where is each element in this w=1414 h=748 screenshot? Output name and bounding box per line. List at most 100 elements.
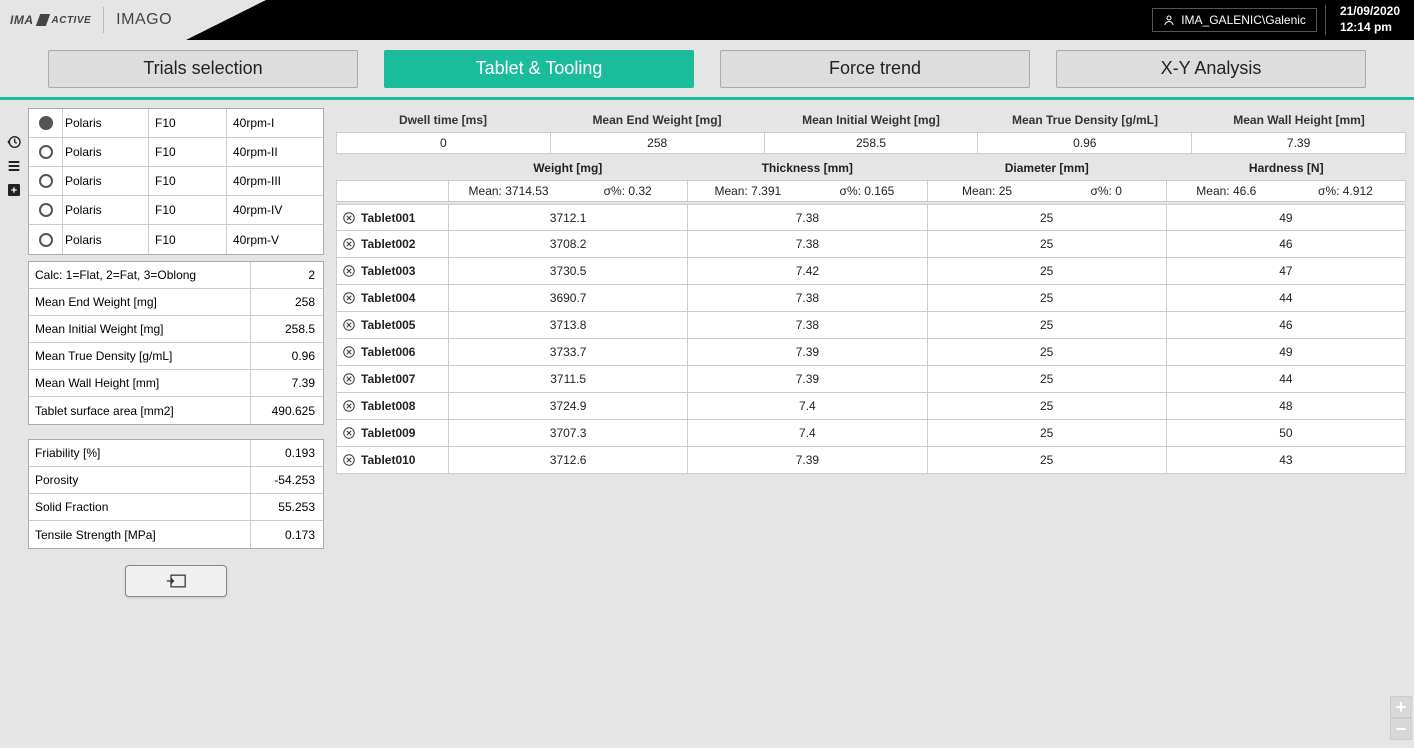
header-date: 21/09/2020 <box>1340 4 1400 20</box>
trial-radio[interactable] <box>29 109 63 137</box>
tablet-hardness: 48 <box>1167 393 1405 419</box>
brand-text: IMA <box>10 13 34 27</box>
trial-row[interactable]: Polaris F10 40rpm-II <box>29 138 323 167</box>
export-icon <box>166 573 186 589</box>
property-label: Porosity <box>29 467 251 493</box>
user-label: IMA_GALENIC\Galenic <box>1181 13 1306 27</box>
brand-mark: IMA ACTIVE <box>10 13 91 27</box>
tablet-name: Tablet005 <box>361 318 415 332</box>
tablet-name: Tablet009 <box>361 426 415 440</box>
tablet-thickness: 7.4 <box>688 393 927 419</box>
trial-name: Polaris <box>63 109 149 137</box>
tablet-name-cell: Tablet004 <box>337 285 449 311</box>
property-label: Mean True Density [g/mL] <box>29 343 251 369</box>
tablet-name-cell: Tablet003 <box>337 258 449 284</box>
remove-row-icon[interactable] <box>343 346 355 358</box>
property-row: Mean True Density [g/mL]0.96 <box>29 343 323 370</box>
tablet-thickness: 7.39 <box>688 366 927 392</box>
remove-row-icon[interactable] <box>343 212 355 224</box>
trial-row[interactable]: Polaris F10 40rpm-IV <box>29 196 323 225</box>
tablet-thickness: 7.38 <box>688 231 927 257</box>
summary-header: Dwell time [ms] <box>336 113 550 127</box>
brand-divider <box>103 7 104 33</box>
tablet-hardness: 43 <box>1167 447 1405 473</box>
trial-list: Polaris F10 40rpm-I Polaris F10 40rpm-II… <box>28 108 324 255</box>
remove-row-icon[interactable] <box>343 292 355 304</box>
tablet-row[interactable]: Tablet0033730.57.422547 <box>336 258 1406 285</box>
remove-row-icon[interactable] <box>343 400 355 412</box>
tablet-weight: 3733.7 <box>449 339 688 365</box>
trial-row[interactable]: Polaris F10 40rpm-I <box>29 109 323 138</box>
trial-row[interactable]: Polaris F10 40rpm-III <box>29 167 323 196</box>
trial-formula: F10 <box>149 196 227 224</box>
list-icon[interactable] <box>6 158 22 174</box>
trial-radio[interactable] <box>29 138 63 166</box>
trial-name: Polaris <box>63 225 149 254</box>
summary-value: 0 <box>337 133 551 153</box>
metric-header: Thickness [mm] <box>688 161 928 175</box>
tablet-row[interactable]: Tablet0063733.77.392549 <box>336 339 1406 366</box>
namecol-spacer <box>337 181 449 201</box>
tab-force-trend[interactable]: Force trend <box>720 50 1030 88</box>
remove-row-icon[interactable] <box>343 373 355 385</box>
export-button[interactable] <box>125 565 227 597</box>
remove-row-icon[interactable] <box>343 427 355 439</box>
remove-row-icon[interactable] <box>343 265 355 277</box>
remove-row-icon[interactable] <box>343 454 355 466</box>
summary-value: 0.96 <box>978 133 1192 153</box>
tablet-row[interactable]: Tablet0093707.37.42550 <box>336 420 1406 447</box>
tablet-row[interactable]: Tablet0083724.97.42548 <box>336 393 1406 420</box>
tablet-weight: 3713.8 <box>449 312 688 338</box>
tablet-row[interactable]: Tablet0103712.67.392543 <box>336 447 1406 474</box>
summary-value: 258 <box>551 133 765 153</box>
tablet-thickness: 7.42 <box>688 258 927 284</box>
summary-value: 258.5 <box>765 133 979 153</box>
history-icon[interactable] <box>6 134 22 150</box>
tablet-thickness: 7.38 <box>688 285 927 311</box>
tablet-name-cell: Tablet001 <box>337 205 449 230</box>
remove-row-icon[interactable] <box>343 238 355 250</box>
user-account-button[interactable]: IMA_GALENIC\Galenic <box>1152 8 1317 32</box>
tablet-row[interactable]: Tablet0053713.87.382546 <box>336 312 1406 339</box>
tablet-hardness: 46 <box>1167 312 1405 338</box>
summary-header: Mean True Density [g/mL] <box>978 113 1192 127</box>
property-value: 258.5 <box>251 322 323 336</box>
property-row: Solid Fraction55.253 <box>29 494 323 521</box>
tablet-row[interactable]: Tablet0073711.57.392544 <box>336 366 1406 393</box>
property-value: 490.625 <box>251 404 323 418</box>
tablet-weight: 3712.6 <box>449 447 688 473</box>
remove-row-icon[interactable] <box>343 319 355 331</box>
trial-formula: F10 <box>149 167 227 195</box>
trial-radio[interactable] <box>29 225 63 254</box>
zoom-in-button[interactable]: + <box>1390 696 1412 718</box>
tab-xy-analysis[interactable]: X-Y Analysis <box>1056 50 1366 88</box>
tablet-thickness: 7.4 <box>688 420 927 446</box>
tablet-hardness: 49 <box>1167 339 1405 365</box>
property-row: Friability [%]0.193 <box>29 440 323 467</box>
tablet-name: Tablet002 <box>361 237 415 251</box>
trial-radio[interactable] <box>29 167 63 195</box>
tab-trials-selection[interactable]: Trials selection <box>48 50 358 88</box>
tablet-row[interactable]: Tablet0023708.27.382546 <box>336 231 1406 258</box>
trial-row[interactable]: Polaris F10 40rpm-V <box>29 225 323 254</box>
tablet-row[interactable]: Tablet0013712.17.382549 <box>336 204 1406 231</box>
trial-name: Polaris <box>63 138 149 166</box>
metric-stat: Mean: 25 σ%: 0 <box>928 181 1167 201</box>
trial-run: 40rpm-III <box>227 174 323 188</box>
tablet-weight: 3707.3 <box>449 420 688 446</box>
property-row: Calc: 1=Flat, 2=Fat, 3=Oblong2 <box>29 262 323 289</box>
property-label: Friability [%] <box>29 440 251 466</box>
summary-header: Mean Initial Weight [mg] <box>764 113 978 127</box>
tablet-name-cell: Tablet005 <box>337 312 449 338</box>
zoom-out-button[interactable]: − <box>1390 718 1412 740</box>
add-panel-icon[interactable] <box>6 182 22 198</box>
tablet-hardness: 47 <box>1167 258 1405 284</box>
tab-tablet-tooling[interactable]: Tablet & Tooling <box>384 50 694 88</box>
metric-stats-row: Mean: 3714.53 σ%: 0.32 Mean: 7.391 σ%: 0… <box>336 180 1406 202</box>
metric-sigma: σ%: 0.32 <box>568 181 687 201</box>
tablet-row[interactable]: Tablet0043690.77.382544 <box>336 285 1406 312</box>
tablet-diameter: 25 <box>928 258 1167 284</box>
brand-suffix: ACTIVE <box>52 15 92 26</box>
tablet-rows: Tablet0013712.17.382549Tablet0023708.27.… <box>336 204 1406 474</box>
trial-radio[interactable] <box>29 196 63 224</box>
